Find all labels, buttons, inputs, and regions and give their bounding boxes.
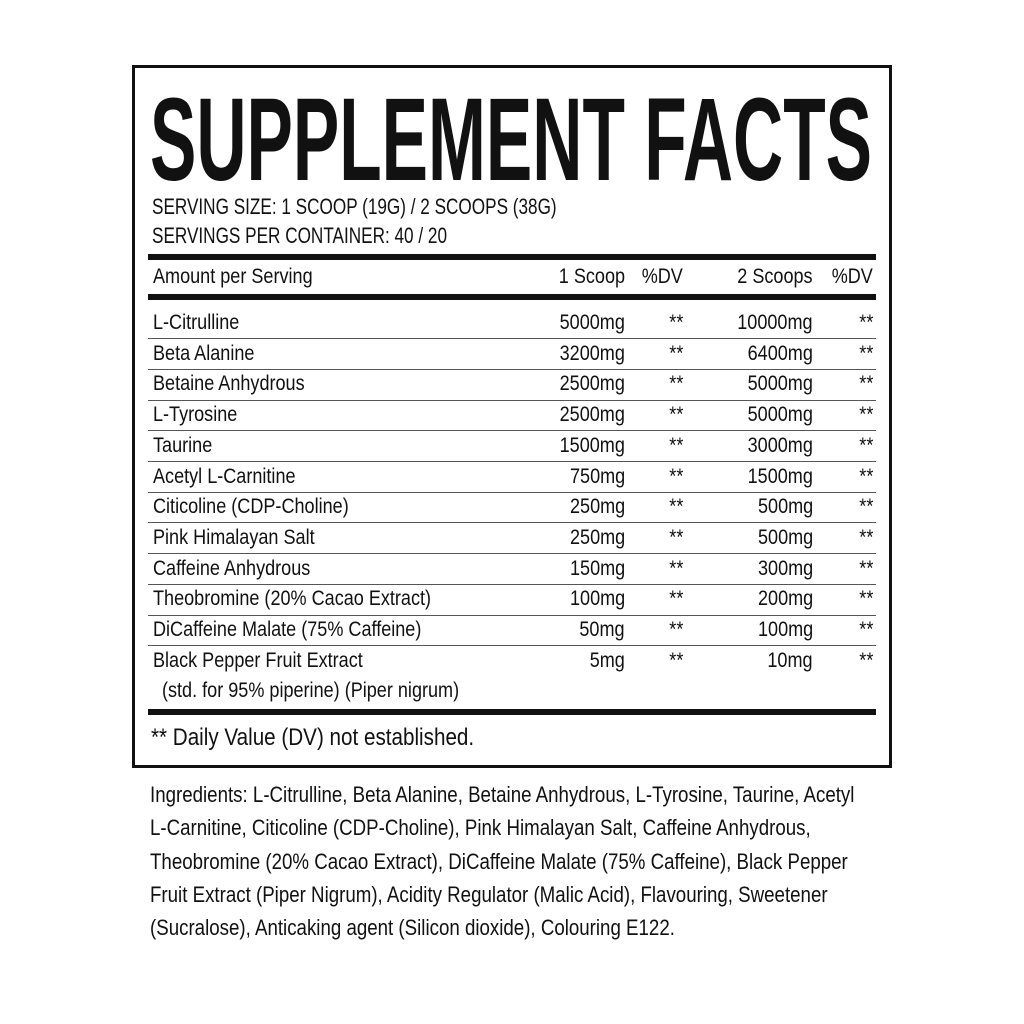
row-divider [148, 491, 876, 493]
amount-two-scoops: 6400mg [747, 341, 813, 365]
ingredient-name: Betaine Anhydrous [153, 372, 305, 396]
ingredient-name: Citicoline (CDP-Choline) [153, 495, 349, 519]
ingredient-name: Pink Himalayan Salt [153, 525, 315, 549]
ingredient-name: Taurine [153, 433, 213, 457]
header-dv1: %DV [641, 265, 683, 288]
amount-one-scoop: 250mg [569, 495, 625, 519]
ingredients-line: Theobromine (20% Cacao Extract), DiCaffe… [150, 848, 848, 874]
dv-one-scoop: ** [668, 495, 683, 519]
ingredient-name: L-Tyrosine [153, 403, 238, 427]
amount-one-scoop: 5mg [589, 648, 625, 672]
divider [148, 254, 876, 260]
divider [148, 294, 876, 300]
dv-two-scoops: ** [858, 618, 873, 641]
dv-one-scoop: ** [668, 341, 683, 365]
dv-one-scoop: ** [668, 311, 683, 334]
ingredient-subtext: (std. for 95% piperine) (Piper nigrum) [162, 678, 460, 702]
header-one-scoop: 1 Scoop [558, 265, 625, 288]
dv-one-scoop: ** [668, 525, 683, 549]
row-divider [148, 338, 876, 340]
divider [148, 709, 876, 715]
dv-one-scoop: ** [668, 372, 683, 396]
header-amount: Amount per Serving [153, 265, 313, 288]
amount-two-scoops: 200mg [757, 587, 813, 611]
dv-one-scoop: ** [668, 464, 683, 488]
dv-one-scoop: ** [668, 556, 683, 580]
amount-two-scoops: 300mg [757, 556, 813, 580]
amount-two-scoops: 100mg [757, 618, 813, 641]
dv-two-scoops: ** [858, 587, 873, 611]
dv-two-scoops: ** [858, 648, 873, 672]
dv-two-scoops: ** [858, 525, 873, 549]
row-divider [148, 645, 876, 647]
amount-one-scoop: 1500mg [559, 433, 625, 457]
amount-one-scoop: 50mg [579, 618, 625, 641]
header-two-scoops: 2 Scoops [737, 265, 813, 288]
amount-two-scoops: 5000mg [747, 372, 813, 396]
dv-one-scoop: ** [668, 403, 683, 427]
amount-two-scoops: 500mg [757, 495, 813, 519]
dv-two-scoops: ** [858, 372, 873, 396]
serving-size: SERVING SIZE: 1 SCOOP (19G) / 2 SCOOPS (… [152, 194, 557, 219]
ingredients-line: Fruit Extract (Piper Nigrum), Acidity Re… [150, 881, 828, 907]
dv-one-scoop: ** [668, 648, 683, 672]
dv-one-scoop: ** [668, 587, 683, 611]
ingredients-line: L-Carnitine, Citicoline (CDP-Choline), P… [150, 815, 811, 841]
row-divider [148, 614, 876, 616]
row-divider [148, 522, 876, 524]
row-divider [148, 461, 876, 462]
ingredient-name: Acetyl L-Carnitine [153, 464, 296, 488]
dv-one-scoop: ** [668, 433, 683, 457]
amount-two-scoops: 5000mg [747, 403, 813, 427]
row-divider [148, 430, 876, 432]
footnote: ** Daily Value (DV) not established. [151, 724, 475, 751]
amount-one-scoop: 750mg [569, 464, 625, 488]
row-divider [148, 583, 876, 585]
ingredients-line: Ingredients: L-Citrulline, Beta Alanine,… [150, 782, 855, 807]
ingredients-line: (Sucralose), Anticaking agent (Silicon d… [150, 915, 675, 941]
row-divider [148, 368, 876, 370]
ingredient-name: L-Citrulline [153, 311, 240, 334]
amount-one-scoop: 150mg [569, 556, 625, 580]
amount-two-scoops: 1500mg [747, 464, 813, 488]
title: SUPPLEMENT FACTS [150, 80, 872, 190]
amount-one-scoop: 250mg [569, 525, 625, 549]
header-dv2: %DV [831, 265, 873, 288]
dv-one-scoop: ** [668, 618, 683, 641]
ingredient-name: Theobromine (20% Cacao Extract) [153, 587, 432, 611]
dv-two-scoops: ** [858, 433, 873, 457]
amount-two-scoops: 500mg [757, 525, 813, 549]
amount-one-scoop: 2500mg [559, 372, 625, 396]
amount-one-scoop: 2500mg [559, 403, 625, 427]
ingredient-name: Beta Alanine [153, 341, 255, 365]
dv-two-scoops: ** [858, 464, 873, 488]
title-text: SUPPLEMENT FACTS [150, 80, 872, 190]
dv-two-scoops: ** [858, 311, 873, 334]
dv-two-scoops: ** [858, 556, 873, 580]
ingredient-name: DiCaffeine Malate (75% Caffeine) [153, 618, 422, 641]
dv-two-scoops: ** [858, 341, 873, 365]
amount-one-scoop: 3200mg [559, 341, 625, 365]
dv-two-scoops: ** [858, 403, 873, 427]
ingredient-name: Caffeine Anhydrous [153, 556, 311, 580]
amount-one-scoop: 100mg [569, 587, 625, 611]
dv-two-scoops: ** [858, 495, 873, 519]
amount-two-scoops: 3000mg [747, 433, 813, 457]
supplement-facts-panel [132, 65, 892, 768]
amount-one-scoop: 5000mg [559, 311, 625, 334]
amount-two-scoops: 10mg [767, 648, 813, 672]
servings-per-container: SERVINGS PER CONTAINER: 40 / 20 [152, 223, 447, 248]
row-divider [148, 553, 876, 555]
amount-two-scoops: 10000mg [737, 311, 813, 334]
ingredient-name: Black Pepper Fruit Extract [153, 648, 363, 672]
row-divider [148, 399, 876, 401]
